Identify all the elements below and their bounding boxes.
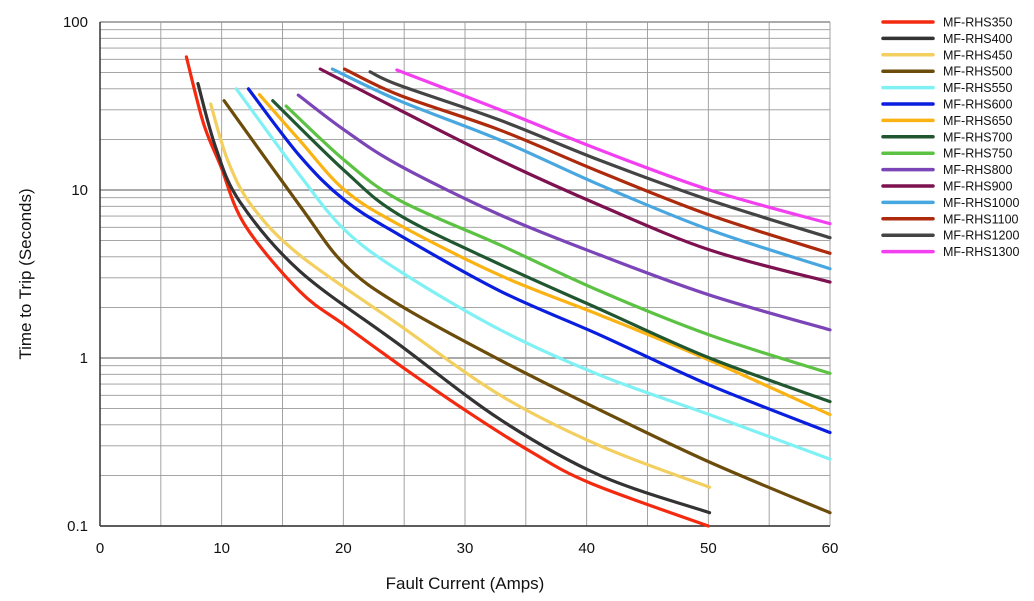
legend-label: MF-RHS1300 bbox=[943, 245, 1019, 259]
legend-label: MF-RHS700 bbox=[943, 130, 1013, 144]
legend-label: MF-RHS650 bbox=[943, 114, 1013, 128]
x-tick-label: 40 bbox=[578, 540, 595, 557]
legend-label: MF-RHS1000 bbox=[943, 196, 1019, 210]
legend-label: MF-RHS450 bbox=[943, 48, 1013, 62]
series-line-mf-rhs500 bbox=[222, 99, 832, 515]
y-tick-label: 1 bbox=[80, 350, 88, 367]
series-line-mf-rhs650 bbox=[257, 92, 832, 417]
series-line-mf-rhs400 bbox=[196, 81, 712, 515]
series-line-mf-rhs1000 bbox=[330, 67, 832, 271]
x-tick-label: 10 bbox=[213, 540, 230, 557]
series-line-mf-rhs350 bbox=[184, 55, 710, 528]
x-tick-label: 60 bbox=[822, 540, 839, 557]
legend-label: MF-RHS600 bbox=[943, 98, 1013, 112]
legend: MF-RHS350 MF-RHS400 MF-RHS450 MF-RHS500 MF-R… bbox=[881, 16, 1019, 259]
legend-label: MF-RHS1100 bbox=[943, 212, 1019, 226]
series-line-mf-rhs1100 bbox=[342, 67, 832, 255]
series-curves bbox=[184, 55, 832, 528]
legend-label: MF-RHS750 bbox=[943, 147, 1013, 161]
x-tick-label: 30 bbox=[457, 540, 474, 557]
y-tick-label: 10 bbox=[71, 182, 88, 199]
series-line-mf-rhs600 bbox=[246, 87, 832, 435]
x-tick-label: 20 bbox=[335, 540, 352, 557]
y-tick-label: 0.1 bbox=[67, 518, 88, 535]
series-line-mf-rhs750 bbox=[284, 104, 832, 375]
x-tick-labels: 0 10 20 30 40 50 60 bbox=[96, 540, 839, 557]
legend-label: MF-RHS350 bbox=[943, 16, 1013, 30]
series-line-mf-rhs900 bbox=[318, 67, 832, 284]
x-tick-label: 0 bbox=[96, 540, 104, 557]
series-line-mf-rhs1300 bbox=[395, 68, 832, 226]
series-line-mf-rhs550 bbox=[234, 87, 832, 461]
x-tick-label: 50 bbox=[700, 540, 717, 557]
series-line-mf-rhs450 bbox=[209, 102, 712, 489]
series-line-mf-rhs700 bbox=[271, 99, 832, 404]
legend-label: MF-RHS550 bbox=[943, 81, 1013, 95]
y-tick-label: 100 bbox=[63, 14, 88, 31]
y-axis-label: Time to Trip (Seconds) bbox=[16, 188, 35, 359]
legend-label: MF-RHS1200 bbox=[943, 229, 1019, 243]
legend-label: MF-RHS400 bbox=[943, 32, 1013, 46]
grid bbox=[99, 21, 831, 527]
series-line-mf-rhs800 bbox=[296, 93, 832, 332]
legend-label: MF-RHS500 bbox=[943, 65, 1013, 79]
series-line-mf-rhs1200 bbox=[368, 70, 832, 240]
legend-label: MF-RHS800 bbox=[943, 163, 1013, 177]
y-tick-labels: 0.1 1 10 100 bbox=[63, 14, 88, 535]
x-axis-label: Fault Current (Amps) bbox=[386, 574, 545, 593]
legend-label: MF-RHS900 bbox=[943, 180, 1013, 194]
